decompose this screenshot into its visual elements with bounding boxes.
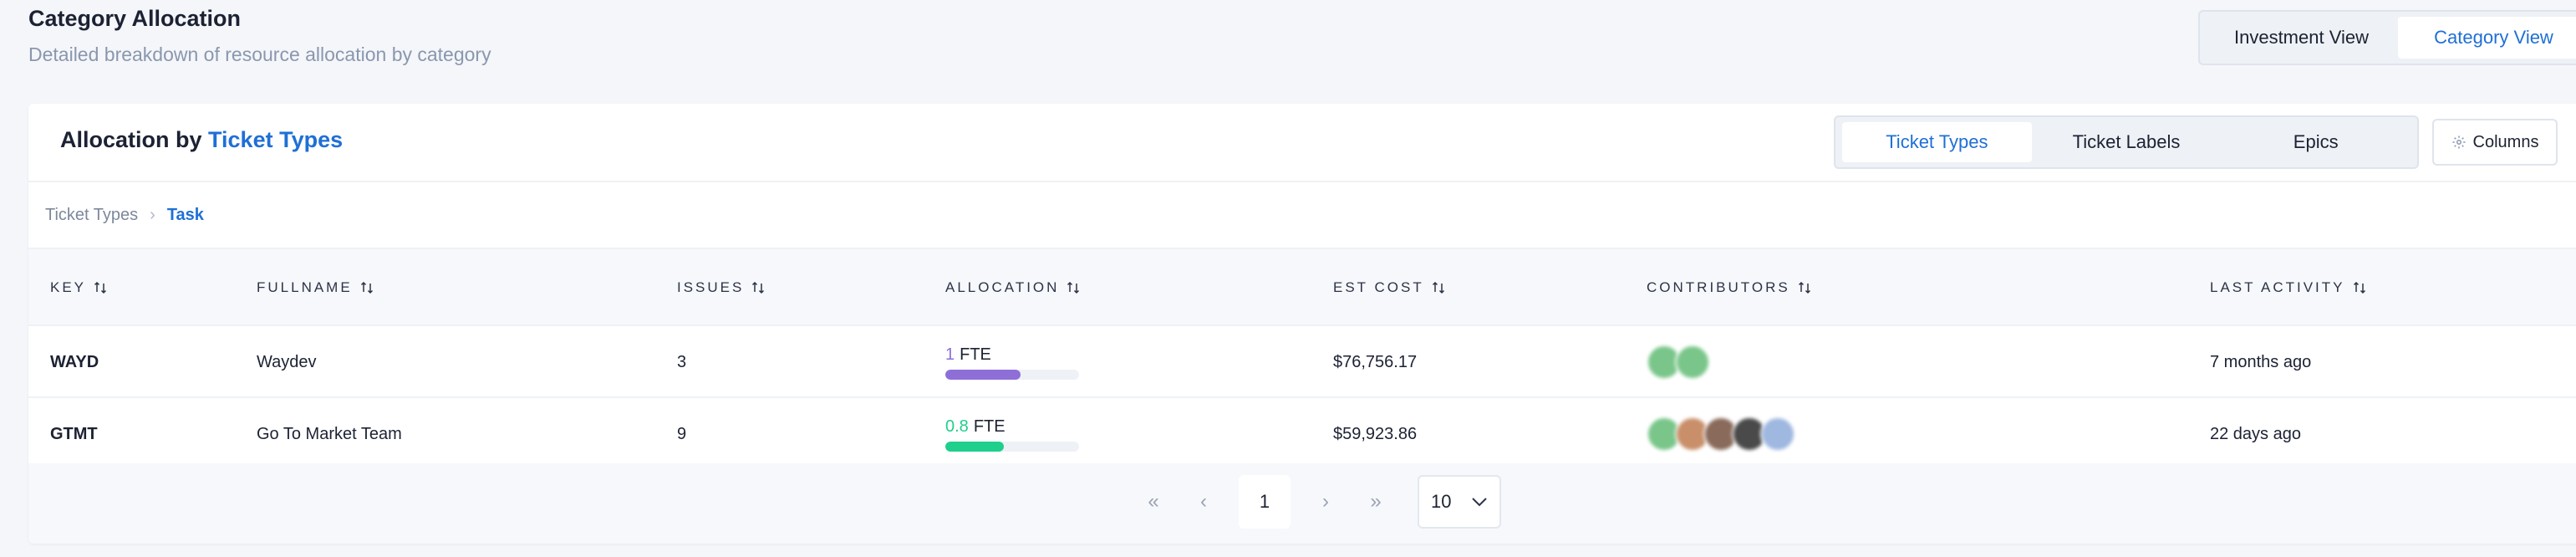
category-view-button[interactable]: Category View — [2398, 17, 2576, 59]
cell-key: GTMT — [50, 424, 98, 443]
cell-est-cost: $59,923.86 — [1333, 424, 1418, 443]
breadcrumb-root[interactable]: Ticket Types — [45, 205, 139, 224]
cell-allocation: 1 FTE — [945, 326, 1079, 398]
card-title: Allocation by Ticket Types — [60, 127, 343, 153]
cell-issues: 3 — [677, 352, 687, 371]
column-header-label: FULLNAME — [257, 279, 353, 295]
sort-icon — [2353, 281, 2365, 294]
cell-issues: 9 — [677, 424, 687, 443]
contributor-avatars — [1647, 345, 1710, 380]
avatar[interactable] — [1760, 416, 1795, 452]
cell-contributors — [1647, 326, 1710, 398]
cell-allocation: 0.8 FTE — [945, 398, 1079, 470]
cell-key: WAYD — [50, 352, 99, 371]
avatar[interactable] — [1675, 345, 1710, 380]
column-header-label: KEY — [50, 279, 87, 295]
next-page-icon[interactable]: › — [1322, 490, 1329, 513]
allocation-unit: FTE — [960, 345, 991, 364]
card-title-prefix: Allocation by — [60, 127, 202, 152]
card-title-accent: Ticket Types — [208, 127, 344, 152]
column-header-label: ISSUES — [677, 279, 745, 295]
category-type-selector: Ticket Types Ticket Labels Epics — [1834, 115, 2419, 169]
cell-est-cost: $76,756.17 — [1333, 352, 1418, 371]
allocation-bar — [945, 441, 1079, 452]
current-page-button[interactable]: 1 — [1239, 475, 1291, 529]
column-header-contributors[interactable]: CONTRIBUTORS — [1647, 249, 1812, 326]
chevron-right-icon: › — [150, 205, 155, 224]
investment-view-button[interactable]: Investment View — [2233, 27, 2369, 48]
card-header: Allocation by Ticket Types Ticket Types … — [28, 104, 2576, 182]
previous-page-icon[interactable]: ‹ — [1200, 490, 1207, 513]
columns-label: Columns — [2472, 132, 2539, 151]
allocation-value: 0.8 — [945, 416, 969, 436]
gear-icon — [2452, 135, 2466, 149]
table-row[interactable]: WAYD Waydev 3 1 FTE $76,756.17 7 months a… — [28, 326, 2576, 398]
pagination-controls: « ‹ 1 › » 10 — [1128, 475, 1501, 529]
column-header-key[interactable]: KEY — [50, 249, 108, 326]
first-page-icon[interactable]: « — [1148, 490, 1159, 513]
pagination: « ‹ 1 › » 10 — [28, 463, 2576, 544]
breadcrumb-current: Task — [166, 205, 204, 224]
sort-icon — [360, 281, 373, 294]
column-header-issues[interactable]: ISSUES — [677, 249, 766, 326]
cell-contributors — [1647, 398, 1795, 470]
tab-ticket-labels[interactable]: Ticket Labels — [2072, 131, 2181, 152]
page-header: Category Allocation Detailed breakdown o… — [28, 3, 491, 67]
column-header-label: CONTRIBUTORS — [1647, 279, 1790, 295]
cell-last-activity: 7 months ago — [2210, 352, 2312, 371]
tab-epics[interactable]: Epics — [2293, 131, 2339, 152]
columns-button[interactable]: Columns — [2432, 119, 2558, 166]
chevron-down-icon — [1472, 498, 1487, 507]
page-subtitle: Detailed breakdown of resource allocatio… — [28, 43, 491, 65]
allocation-card: Allocation by Ticket Types Ticket Types … — [28, 104, 2576, 544]
column-header-fullname[interactable]: FULLNAME — [257, 249, 374, 326]
allocation-value: 1 — [945, 345, 955, 364]
column-header-label: LAST ACTIVITY — [2210, 279, 2345, 295]
cell-fullname: Waydev — [257, 352, 317, 371]
column-header-last-activity[interactable]: LAST ACTIVITY — [2210, 249, 2367, 326]
last-page-icon[interactable]: » — [1370, 490, 1382, 513]
cell-fullname: Go To Market Team — [257, 424, 402, 443]
sort-icon — [1067, 281, 1080, 294]
allocation-label: 1 FTE — [945, 345, 991, 365]
view-toggle: Investment View Category View — [2198, 10, 2576, 65]
column-header-label: ALLOCATION — [945, 279, 1060, 295]
column-header-est-cost[interactable]: EST COST — [1333, 249, 1446, 326]
allocation-bar-fill — [945, 441, 1005, 452]
column-header-allocation[interactable]: ALLOCATION — [945, 249, 1081, 326]
tab-ticket-types[interactable]: Ticket Types — [1842, 122, 2032, 162]
page-size-select[interactable]: 10 — [1418, 475, 1501, 529]
cell-last-activity: 22 days ago — [2210, 424, 2301, 443]
breadcrumb: Ticket Types › Task — [28, 182, 2576, 249]
column-header-label: EST COST — [1333, 279, 1424, 295]
allocation-unit: FTE — [973, 416, 1005, 436]
sort-icon — [94, 281, 107, 294]
sort-icon — [1432, 281, 1444, 294]
allocation-bar-fill — [945, 369, 1021, 380]
contributor-avatars — [1647, 416, 1795, 452]
sort-icon — [1798, 281, 1810, 294]
page-size-value: 10 — [1431, 491, 1452, 512]
table-row[interactable]: GTMT Go To Market Team 9 0.8 FTE $59,923.… — [28, 398, 2576, 470]
sort-icon — [752, 281, 765, 294]
allocation-bar — [945, 369, 1079, 380]
table-header: KEY FULLNAME ISSUES ALLOCATION EST COST … — [28, 249, 2576, 326]
page-title: Category Allocation — [28, 6, 242, 31]
allocation-label: 0.8 FTE — [945, 417, 1005, 437]
